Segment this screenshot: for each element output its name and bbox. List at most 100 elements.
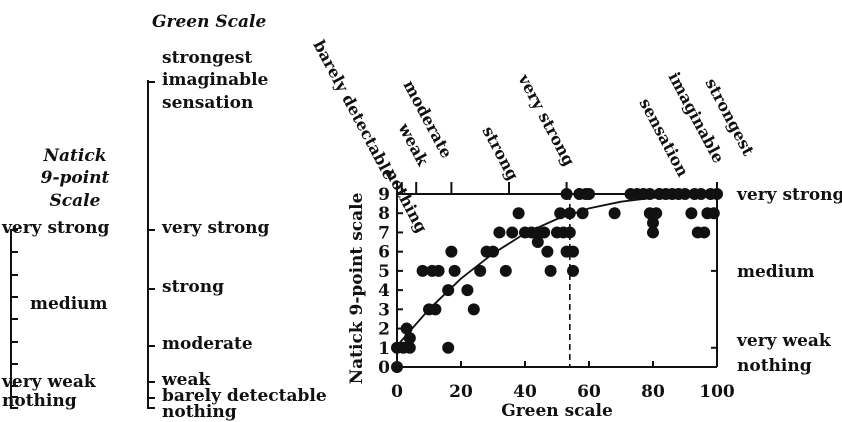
data-point-6 — [416, 264, 429, 277]
data-point-29 — [541, 245, 554, 258]
top-label-strong: strong — [478, 123, 522, 183]
x-tick-label-80: 80 — [641, 382, 665, 402]
y-tick-label-5: 5 — [378, 262, 390, 282]
green-label-strong: strong — [162, 277, 224, 297]
y-tick-label-6: 6 — [378, 243, 390, 263]
y-tick-label-0: 0 — [378, 358, 390, 378]
x-tick-label-100: 100 — [699, 382, 735, 402]
x-tick-label-0: 0 — [391, 382, 403, 402]
natick-tick-3 — [10, 363, 18, 365]
data-point-11 — [442, 341, 455, 354]
y-tick-label-7: 7 — [378, 223, 390, 243]
y-tick-label-2: 2 — [378, 320, 390, 340]
data-point-13 — [445, 245, 458, 258]
data-point-22 — [506, 226, 519, 239]
green-tick-weak — [147, 381, 155, 383]
data-point-37 — [563, 226, 576, 239]
green-label-weak: weak — [162, 370, 211, 390]
data-point-50 — [647, 226, 659, 239]
data-point-4 — [400, 322, 413, 335]
x-tick-label-40: 40 — [513, 382, 537, 402]
natick-label-medium: medium — [30, 294, 108, 314]
green-tick-moderate — [147, 345, 155, 347]
natick-title-2: 9-point — [40, 168, 110, 188]
x-axis-label: Green scale — [501, 401, 613, 421]
data-point-12 — [442, 284, 455, 297]
data-point-57 — [679, 188, 691, 200]
data-point-19 — [487, 245, 499, 258]
right-axis-label-very-weak: very weak — [736, 331, 832, 351]
green-scale-title: Green Scale — [152, 12, 267, 32]
data-point-9 — [429, 303, 442, 316]
data-point-36 — [563, 207, 576, 220]
top-label-very-strong: very strong — [514, 70, 579, 169]
y-tick-label-8: 8 — [378, 204, 390, 224]
data-point-23 — [512, 207, 525, 220]
natick-title-3: Scale — [49, 191, 101, 211]
y-axis-label: Natick 9-point scale — [347, 192, 367, 384]
data-point-66 — [711, 188, 723, 200]
y-tick-label-3: 3 — [378, 300, 390, 320]
data-point-20 — [493, 226, 506, 239]
data-point-52 — [650, 207, 663, 220]
data-point-3 — [403, 341, 416, 354]
natick-tick-4 — [10, 341, 18, 343]
data-point-34 — [560, 188, 573, 200]
natick-tick-9 — [10, 229, 18, 231]
data-point-51 — [647, 216, 659, 229]
right-axis-label-very-strong: very strong — [736, 185, 842, 205]
natick-tick-6 — [10, 296, 18, 298]
natick-label-very-strong: very strong — [2, 218, 110, 238]
data-point-14 — [448, 264, 461, 277]
green-tick-strongest — [147, 81, 155, 83]
green-tick-barely — [147, 397, 155, 399]
natick-tick-1 — [10, 396, 18, 398]
data-point-17 — [474, 264, 487, 277]
natick-tick-8 — [10, 251, 18, 253]
green-label-sensation: sensation — [162, 93, 254, 113]
data-point-21 — [499, 264, 512, 277]
green-tick-nothing — [147, 407, 155, 409]
top-label-barely-detectable: barely detectable — [309, 37, 399, 183]
data-point-61 — [695, 188, 707, 200]
right-axis-label-nothing: nothing — [737, 356, 812, 376]
natick-tick-0 — [10, 407, 18, 409]
data-point-44 — [608, 207, 621, 220]
green-scale-axis — [147, 80, 149, 409]
natick-label-nothing: nothing — [2, 391, 77, 411]
data-point-16 — [467, 303, 480, 316]
data-point-15 — [461, 284, 474, 297]
y-tick-label-9: 9 — [378, 185, 390, 205]
data-point-30 — [544, 264, 557, 277]
y-tick-label-1: 1 — [378, 339, 390, 359]
green-label-barely-detectable: barely detectable — [162, 386, 327, 406]
green-tick-strong — [147, 288, 155, 290]
data-point-38 — [567, 264, 579, 277]
natick-tick-5 — [10, 318, 18, 320]
data-point-62 — [698, 226, 711, 239]
data-point-0 — [391, 361, 403, 373]
data-point-10 — [432, 264, 445, 277]
green-label-very-strong: very strong — [162, 218, 270, 238]
data-point-58 — [685, 207, 698, 220]
data-point-65 — [707, 207, 720, 220]
natick-label-very-weak: very weak — [2, 372, 96, 392]
data-point-43 — [583, 188, 595, 200]
natick-tick-7 — [10, 274, 18, 276]
x-tick-label-60: 60 — [577, 382, 601, 402]
green-label-moderate: moderate — [162, 334, 253, 354]
natick-tick-2 — [10, 385, 18, 387]
green-label-imaginable: imaginable — [162, 70, 269, 90]
right-axis-label-medium: medium — [737, 262, 815, 282]
x-tick-label-20: 20 — [449, 382, 473, 402]
data-point-28 — [538, 226, 551, 239]
data-point-49 — [643, 188, 656, 200]
data-point-32 — [554, 207, 567, 220]
data-point-26 — [531, 236, 544, 249]
data-point-41 — [576, 207, 589, 220]
green-label-strongest: strongest — [162, 48, 253, 68]
data-point-5 — [403, 332, 416, 345]
green-tick-very-strong — [147, 229, 155, 231]
green-label-nothing: nothing — [162, 402, 237, 422]
